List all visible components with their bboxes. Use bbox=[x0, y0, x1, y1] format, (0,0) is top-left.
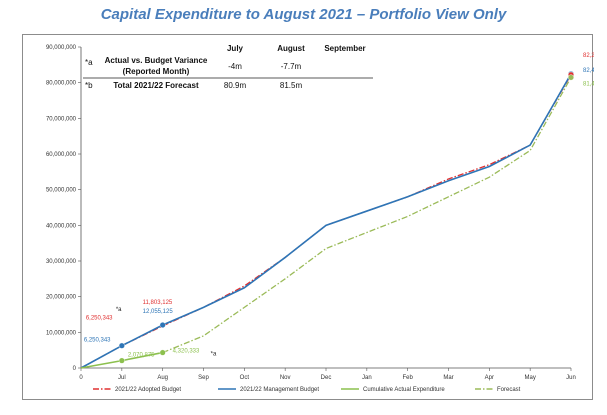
x-tick-label: 0 bbox=[79, 375, 83, 381]
data-label: 2,070,875 bbox=[128, 353, 155, 359]
x-tick-label: Jul bbox=[118, 375, 126, 381]
table-row1-marker: *a bbox=[85, 58, 93, 67]
y-tick-label: 80,000,000 bbox=[46, 81, 77, 87]
series-line bbox=[80, 73, 572, 369]
annotation-marker: *a bbox=[116, 307, 122, 313]
data-label: 6,250,343 bbox=[86, 316, 113, 322]
table-header-august: August bbox=[277, 44, 305, 53]
x-tick-label: Aug bbox=[157, 375, 168, 381]
data-label: 4,320,333 bbox=[173, 349, 200, 355]
y-tick-label: 70,000,000 bbox=[46, 116, 77, 122]
y-tick-label: 90,000,000 bbox=[46, 45, 77, 51]
legend-label: Forecast bbox=[497, 387, 521, 393]
legend-label: 2021/22 Adopted Budget bbox=[115, 387, 181, 393]
x-tick-label: Apr bbox=[485, 375, 494, 381]
x-tick-label: Mar bbox=[443, 375, 453, 381]
data-label: 12,055,125 bbox=[143, 309, 174, 315]
data-point bbox=[159, 322, 166, 329]
series-line bbox=[80, 74, 572, 369]
x-tick-label: Feb bbox=[402, 375, 413, 381]
data-label: 6,250,343 bbox=[84, 338, 111, 344]
data-label: 82,465,708 bbox=[583, 68, 594, 74]
table-row2-july: 80.9m bbox=[224, 81, 247, 90]
y-tick-label: 20,000,000 bbox=[46, 295, 77, 301]
table-row1-july: -4m bbox=[228, 62, 242, 71]
data-point bbox=[118, 342, 125, 349]
y-tick-label: 0 bbox=[73, 366, 77, 372]
y-tick-label: 40,000,000 bbox=[46, 223, 77, 229]
x-tick-label: Jun bbox=[566, 375, 576, 381]
x-tick-label: Dec bbox=[321, 375, 332, 381]
x-tick-label: Sep bbox=[198, 375, 209, 381]
series-lines bbox=[80, 70, 575, 369]
table-row1-sublabel: (Reported Month) bbox=[123, 67, 190, 76]
table-row1-label: Actual vs. Budget Variance bbox=[105, 56, 208, 65]
table-row2-marker: *b bbox=[85, 81, 93, 90]
data-point bbox=[568, 74, 575, 81]
legend: 2021/22 Adopted Budget 2021/22 Management… bbox=[93, 387, 521, 393]
x-tick-label: Jan bbox=[362, 375, 372, 381]
table-row2-august: 81.5m bbox=[280, 81, 303, 90]
annotation-marker: *a bbox=[211, 352, 217, 358]
table-header-july: July bbox=[227, 44, 244, 53]
chart-plot: 0 10,000,000 20,000,000 30,000,000 40,000,00… bbox=[46, 44, 594, 393]
chart-frame: 0 10,000,000 20,000,000 30,000,000 40,000,00… bbox=[22, 34, 594, 400]
data-point bbox=[118, 357, 125, 364]
y-tick-label: 10,000,000 bbox=[46, 330, 77, 336]
page-title: Capital Expenditure to August 2021 – Por… bbox=[100, 6, 507, 23]
x-tick-label: May bbox=[524, 375, 535, 381]
data-label: 82,215,708 bbox=[583, 53, 594, 59]
legend-label: Cumulative Actual Expenditure bbox=[363, 387, 445, 393]
series-line bbox=[162, 77, 572, 354]
y-tick-label: 60,000,000 bbox=[46, 152, 77, 158]
y-tick-label: 50,000,000 bbox=[46, 188, 77, 194]
x-tick-label: Nov bbox=[280, 375, 291, 381]
variance-table: July August September *a Actual vs. Budg… bbox=[83, 44, 373, 90]
table-header-september: September bbox=[324, 44, 365, 53]
x-tick-label: Oct bbox=[240, 375, 250, 381]
table-row2-label: Total 2021/22 Forecast bbox=[113, 81, 199, 90]
data-labels: 6,250,343 6,250,343 2,070,875 11,803,125 12,… bbox=[84, 53, 594, 359]
data-label: 81,464,519 bbox=[583, 81, 594, 87]
axes: 0 10,000,000 20,000,000 30,000,000 40,000,00… bbox=[46, 45, 576, 381]
data-label: 11,803,125 bbox=[143, 300, 173, 306]
legend-label: 2021/22 Management Budget bbox=[240, 387, 319, 393]
data-point bbox=[159, 349, 166, 356]
y-tick-label: 30,000,000 bbox=[46, 259, 77, 265]
table-row1-august: -7.7m bbox=[281, 62, 302, 71]
